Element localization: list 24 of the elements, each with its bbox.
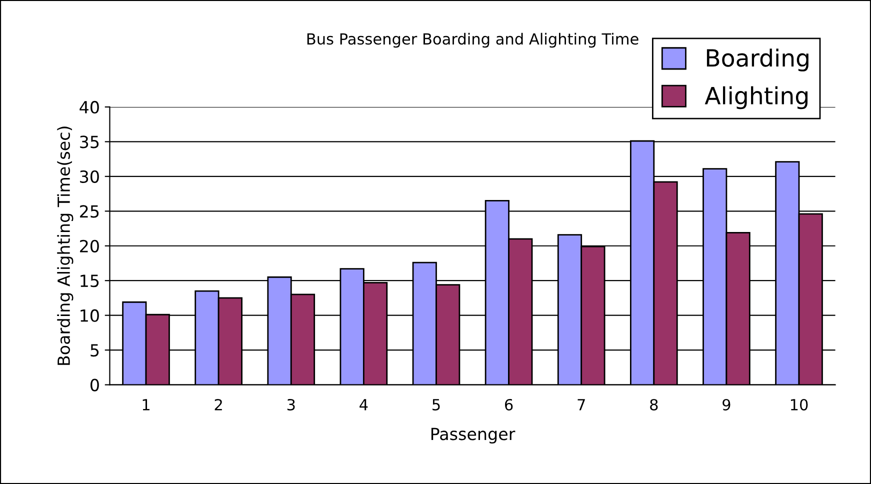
x-axis-title: Passenger	[431, 428, 516, 444]
x-tick-label: 6	[505, 398, 513, 410]
y-tick-label: 5	[90, 344, 99, 357]
x-tick-label: 10	[790, 398, 808, 410]
legend-label: Boarding	[706, 48, 808, 72]
y-tick-label: 30	[80, 170, 99, 183]
x-tick-label: 8	[650, 398, 658, 410]
x-tick-label: 3	[287, 398, 295, 410]
y-tick-label: 25	[80, 205, 99, 218]
x-tick-label: 5	[432, 399, 440, 410]
x-tick-label: 4	[360, 399, 368, 410]
y-tick-label: 0	[90, 378, 99, 392]
x-tick-label: 2	[214, 398, 222, 410]
legend-label: Alighting	[704, 86, 808, 110]
x-tick-label: 7	[578, 399, 585, 410]
y-tick-label: 20	[80, 240, 99, 252]
y-tick-label: 10	[80, 309, 99, 322]
y-axis-title: Boarding Alighting Time(sec)	[57, 126, 74, 365]
x-tick-label: 1	[142, 399, 150, 410]
y-tick-label: 15	[80, 274, 99, 288]
chart-title: Bus Passenger Boarding and Alighting Time	[307, 32, 638, 48]
y-tick-label: 35	[80, 136, 99, 148]
y-tick-label: 40	[80, 100, 99, 114]
x-tick-label: 9	[722, 398, 730, 410]
